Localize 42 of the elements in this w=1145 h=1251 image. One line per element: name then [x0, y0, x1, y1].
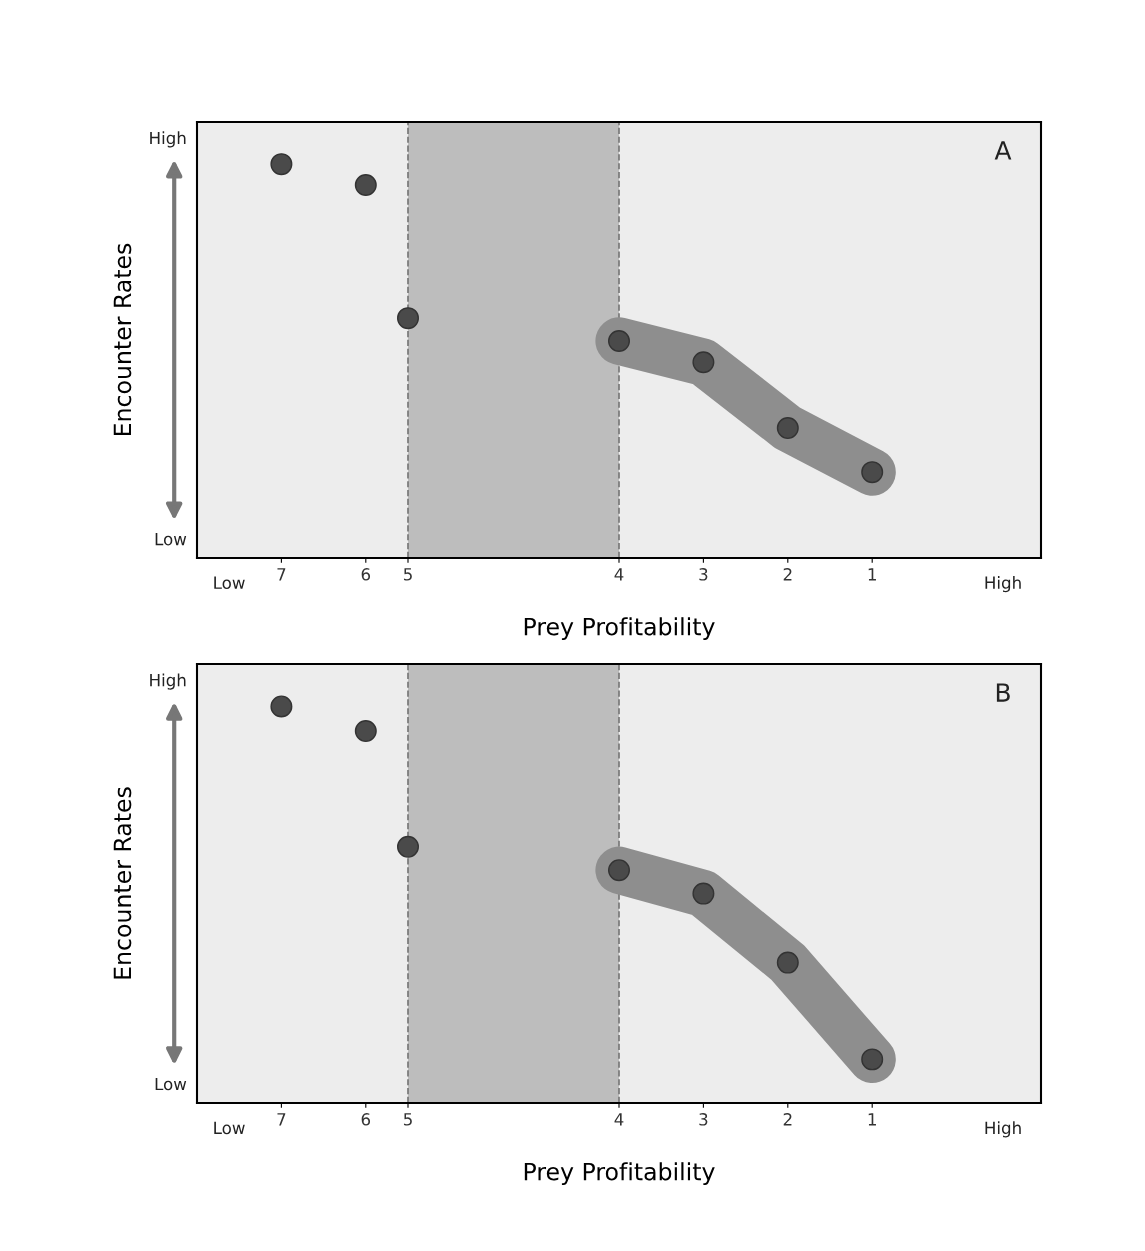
text: Low [214, 1121, 245, 1135]
x-tick-label: 1 [868, 568, 876, 581]
point [270, 695, 293, 718]
point [354, 174, 377, 197]
x-tick-label: 4 [614, 568, 624, 581]
text: Low [214, 576, 245, 589]
text: Low [155, 533, 187, 546]
point [397, 835, 419, 858]
text: Low [155, 1077, 187, 1091]
x-tick-label: 5 [403, 1113, 412, 1126]
point [776, 951, 799, 974]
point [692, 351, 715, 374]
text: High [985, 1121, 1021, 1138]
point [608, 859, 630, 882]
x-tick-label: 6 [361, 568, 371, 581]
point [608, 329, 630, 352]
x-axis-title: Prey Profitability [524, 617, 715, 641]
x-tick-label: 4 [614, 1113, 624, 1126]
x-tick-label: 6 [361, 1113, 371, 1126]
text: B [996, 683, 1010, 702]
point [270, 153, 293, 176]
x-tick-label: 3 [699, 1113, 708, 1126]
x-tick-label: 2 [783, 568, 792, 581]
x-tick-label: 7 [277, 1113, 286, 1126]
text: High [985, 576, 1021, 593]
point [776, 417, 799, 440]
x-tick-label: 2 [783, 1113, 792, 1126]
text: A [994, 141, 1012, 160]
y-axis-title: Encounter Rates [113, 787, 132, 979]
point [861, 461, 884, 484]
x-tick-label: 1 [868, 1113, 876, 1126]
x-tick-label: 3 [699, 568, 708, 581]
point [692, 882, 715, 905]
x-axis-title: Prey Profitability [524, 1162, 715, 1186]
point [354, 720, 377, 743]
point [861, 1048, 884, 1071]
y-axis-title: Encounter Rates [113, 243, 132, 436]
x-tick-label: 7 [277, 568, 286, 581]
x-tick-label: 5 [403, 568, 412, 581]
text: High [150, 673, 186, 690]
point [397, 307, 419, 330]
text: High [150, 131, 186, 148]
